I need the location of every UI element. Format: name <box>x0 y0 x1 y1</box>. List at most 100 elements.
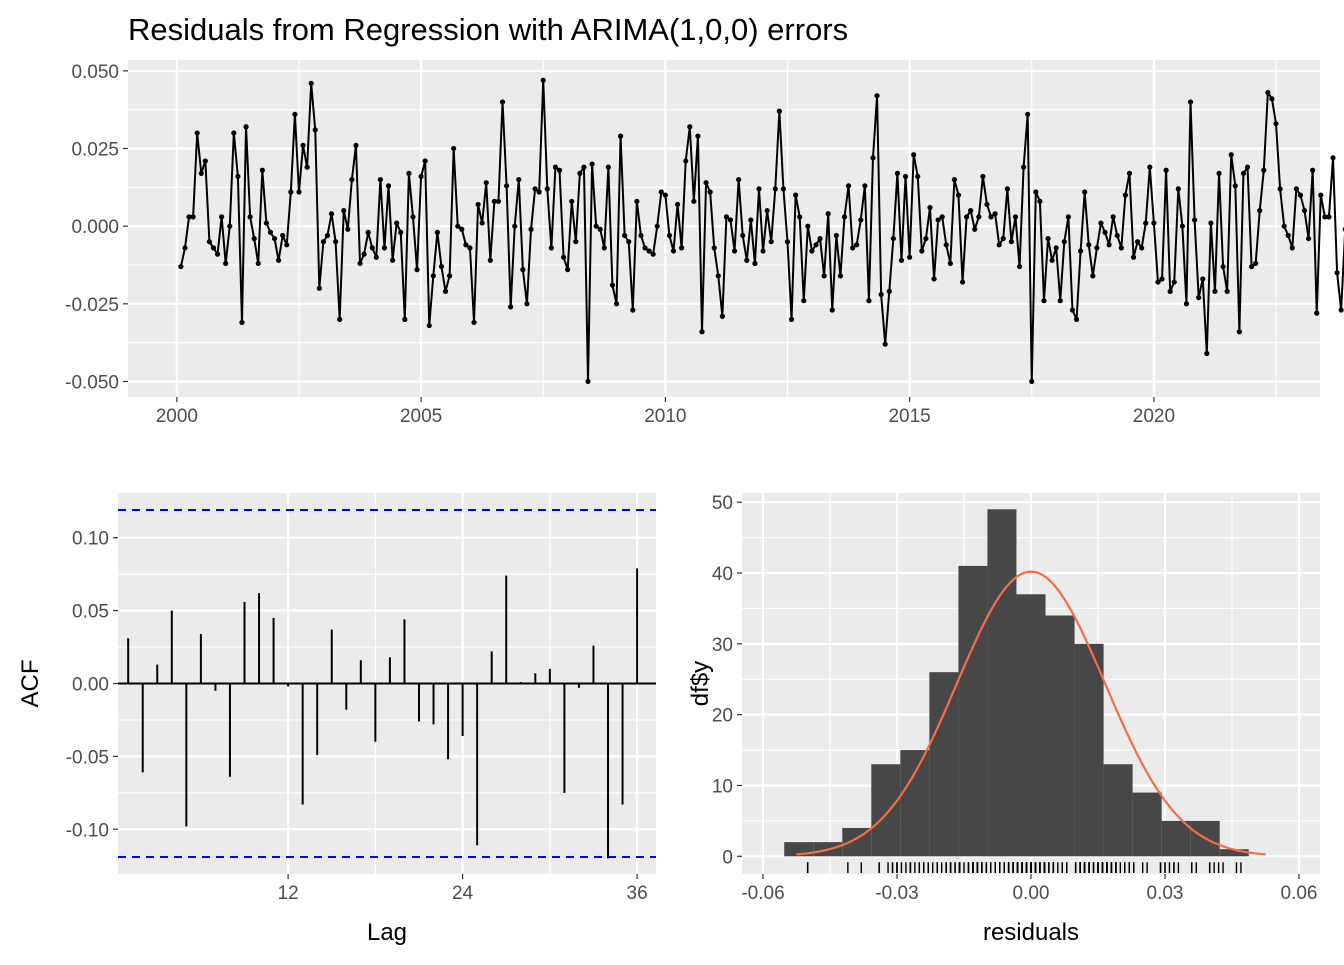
residual-point <box>719 313 725 319</box>
histogram-bar <box>929 672 959 857</box>
residual-point <box>304 164 310 170</box>
x-tick-label: 24 <box>452 883 474 904</box>
residual-point <box>894 170 901 176</box>
residual-point <box>882 341 888 347</box>
residual-point <box>447 273 453 279</box>
residual-point <box>731 248 738 254</box>
residual-point <box>1098 220 1104 226</box>
residual-point <box>902 173 909 180</box>
residual-point <box>980 173 986 180</box>
residual-point <box>267 229 274 235</box>
residual-point <box>1208 220 1214 226</box>
y-tick-label: 0 <box>722 847 733 868</box>
residual-point <box>210 245 217 251</box>
residual-point <box>381 245 388 251</box>
residual-point <box>495 198 502 204</box>
residual-point <box>1057 298 1063 304</box>
residual-point <box>707 189 713 195</box>
residual-point <box>353 142 359 149</box>
residual-point <box>377 176 383 183</box>
residual-point <box>695 133 701 139</box>
y-tick-label: 0.000 <box>71 217 119 238</box>
residual-point <box>1179 223 1185 229</box>
residual-point <box>284 242 290 248</box>
residual-point <box>943 242 949 248</box>
residual-point <box>369 245 375 251</box>
residual-point <box>862 183 868 189</box>
residual-point <box>1289 245 1295 251</box>
residual-point <box>247 214 253 220</box>
residual-point <box>337 316 343 322</box>
residual-point <box>1261 167 1267 173</box>
residual-point <box>1183 301 1190 307</box>
residual-point <box>1285 232 1291 239</box>
residual-point <box>438 263 445 270</box>
residual-point <box>1102 229 1108 235</box>
residual-point <box>569 198 575 204</box>
residual-point <box>935 217 941 223</box>
residual-point <box>328 211 335 217</box>
residual-point <box>1297 192 1304 198</box>
residual-point <box>463 242 469 248</box>
x-tick-label: -0.03 <box>875 883 918 904</box>
residual-point <box>951 176 958 183</box>
residual-point <box>548 245 554 251</box>
residual-point <box>422 158 428 164</box>
x-tick-label: 0.03 <box>1147 883 1184 904</box>
residual-point <box>231 130 237 136</box>
residual-point <box>491 198 497 204</box>
residual-point <box>508 304 514 310</box>
histogram-bar <box>1103 764 1133 857</box>
residual-point <box>1244 164 1251 170</box>
residual-point <box>1322 214 1328 220</box>
residual-point <box>1253 260 1259 267</box>
residual-point <box>178 263 184 270</box>
residual-point <box>617 133 624 139</box>
residual-point <box>601 245 607 251</box>
residual-point <box>736 176 742 183</box>
residual-point <box>544 186 550 192</box>
histogram-bar <box>871 764 901 857</box>
residual-point <box>1151 220 1157 226</box>
residual-point <box>1147 164 1153 170</box>
residual-point <box>406 170 412 176</box>
residual-point <box>1065 214 1071 220</box>
residual-point <box>996 242 1002 248</box>
residual-point <box>1025 111 1031 117</box>
residual-point <box>654 223 660 229</box>
y-tick-label: 50 <box>712 493 733 514</box>
residual-point <box>349 176 355 183</box>
residual-point <box>813 242 819 248</box>
residual-point <box>512 223 518 229</box>
residual-point <box>626 239 632 245</box>
residual-point <box>927 204 933 211</box>
x-tick-label: 36 <box>627 883 648 904</box>
residual-point <box>312 127 318 133</box>
residual-point <box>919 248 925 254</box>
residual-point <box>703 180 709 186</box>
residual-point <box>727 217 734 223</box>
y-tick-label: 0.10 <box>72 529 109 550</box>
residual-point <box>1301 208 1308 214</box>
residual-series-panel: 2000 2005 2010 2015 2020 -0.050 -0.025 0.000 0.0… <box>65 60 1344 427</box>
residual-point <box>833 232 839 239</box>
residual-point <box>858 217 864 223</box>
residual-point <box>1318 192 1324 198</box>
residual-point <box>1265 90 1271 96</box>
residual-point <box>503 183 510 189</box>
residual-point <box>809 248 815 254</box>
residual-point <box>390 257 396 263</box>
residual-point <box>243 124 249 130</box>
residual-point <box>1041 298 1047 304</box>
residual-point <box>1012 214 1019 220</box>
residual-point <box>223 260 229 267</box>
residual-point <box>638 232 644 239</box>
residual-point <box>528 226 534 232</box>
residual-point <box>1008 239 1015 245</box>
residual-point <box>687 124 693 130</box>
residual-point <box>764 208 770 214</box>
residual-point <box>483 180 489 186</box>
acf-panel: 12 24 36 -0.10 -0.05 0.00 0.05 0.10 Lag ACF <box>17 493 656 946</box>
residual-point <box>573 239 579 245</box>
